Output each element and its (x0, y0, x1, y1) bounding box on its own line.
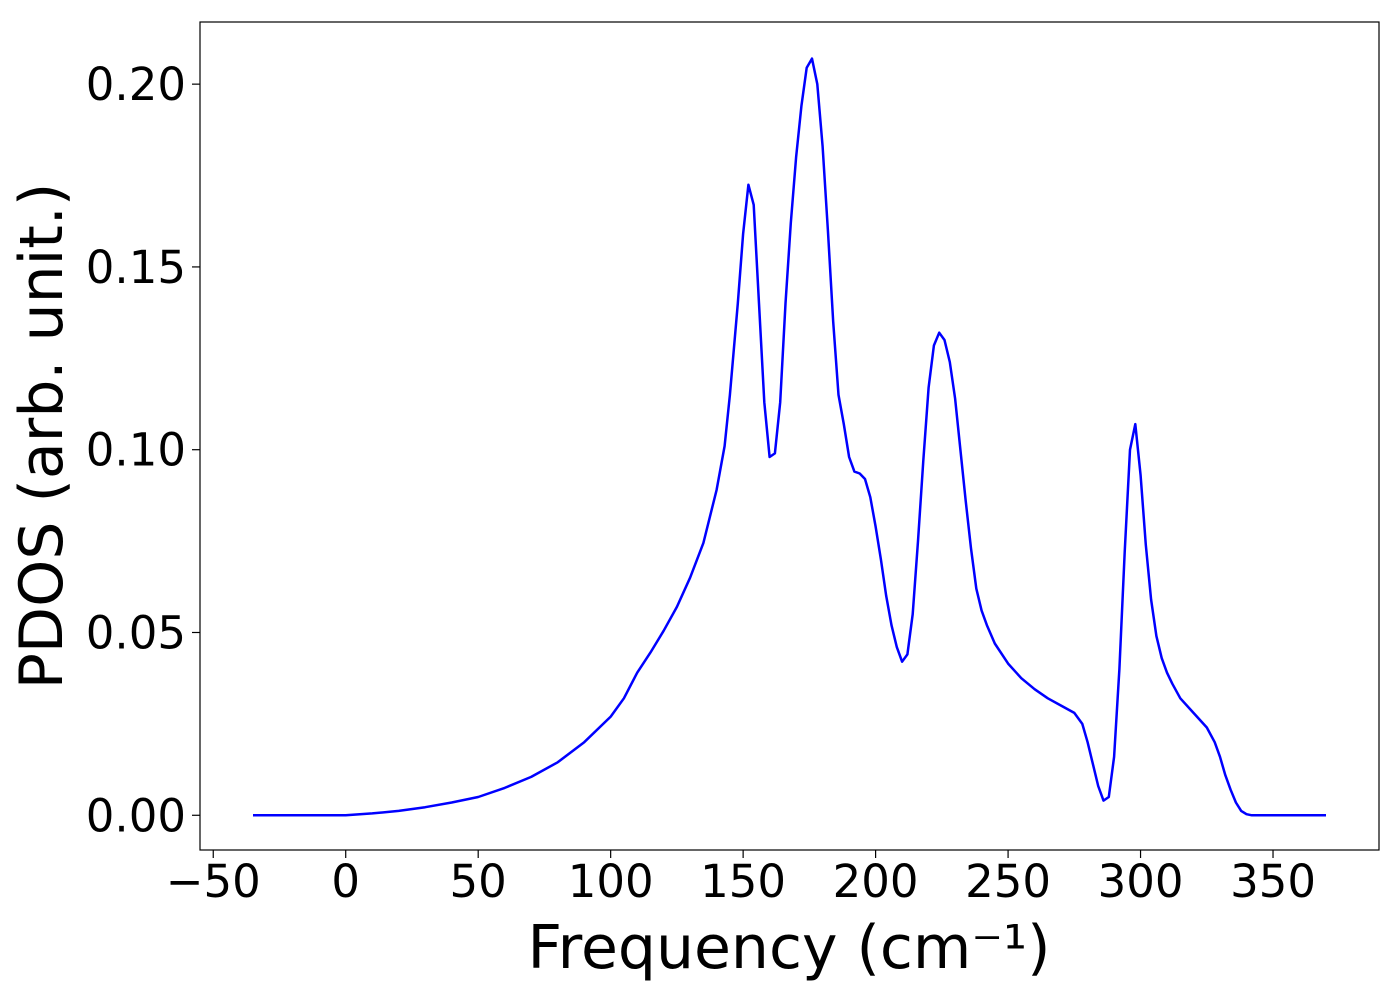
x-axis-ticks: −50 0 50 100 150 200 250 300 350 (166, 850, 1316, 908)
x-axis-label: Frequency (cm⁻¹) (527, 913, 1050, 983)
x-tick-label: 150 (700, 855, 786, 908)
x-tick-label: 250 (965, 855, 1051, 908)
x-tick-label: 300 (1098, 855, 1184, 908)
x-tick-label: 200 (833, 855, 919, 908)
x-tick-label: 350 (1230, 855, 1316, 908)
y-tick-label: 0.00 (86, 789, 186, 842)
y-axis-label: PDOS (arb. unit.) (7, 183, 77, 690)
x-tick-label: 50 (450, 855, 507, 908)
plot-frame (199, 21, 1380, 851)
y-tick-label: 0.10 (86, 424, 186, 477)
y-axis-ticks: 0.00 0.05 0.10 0.15 0.20 (86, 58, 200, 842)
y-tick-label: 0.05 (86, 606, 186, 659)
x-tick-label: −50 (166, 855, 261, 908)
pdos-series-line (253, 57, 1326, 817)
y-tick-label: 0.15 (86, 241, 186, 294)
x-tick-label: 100 (568, 855, 654, 908)
x-tick-label: 0 (331, 855, 360, 908)
y-tick-label: 0.20 (86, 58, 186, 111)
